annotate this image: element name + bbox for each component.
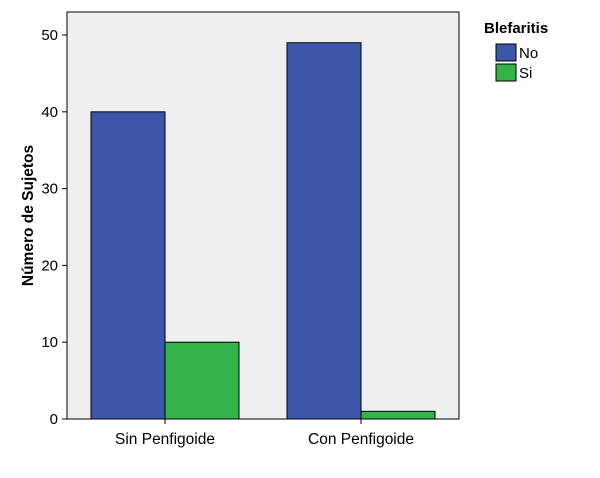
y-tick-label: 20	[41, 257, 58, 274]
bars-group	[90, 42, 436, 420]
y-tick-label: 10	[41, 334, 58, 351]
y-tick-label: 0	[50, 411, 58, 428]
legend-title: Blefaritis	[484, 20, 548, 37]
bar-no-2	[286, 42, 362, 420]
legend-label-si: Si	[519, 65, 532, 82]
y-axis: 0 10 20 30 40 50	[41, 27, 67, 428]
y-tick-label: 50	[41, 27, 58, 44]
y-axis-title: Número de Sujetos	[20, 145, 37, 286]
y-tick-label: 30	[41, 181, 58, 198]
x-tick-label: Con Penfigoide	[308, 431, 414, 448]
legend-swatch-no	[495, 43, 517, 62]
bar-si-2	[360, 410, 436, 420]
bar-si-1	[164, 341, 240, 420]
x-axis: Sin Penfigoide Con Penfigoide	[115, 419, 414, 448]
x-tick-label: Sin Penfigoide	[115, 431, 215, 448]
legend-swatch-si	[495, 63, 517, 82]
y-tick-label: 40	[41, 104, 58, 121]
legend-label-no: No	[519, 45, 538, 62]
legend: Blefaritis No Si	[484, 20, 548, 82]
bar-no-1	[90, 111, 166, 420]
